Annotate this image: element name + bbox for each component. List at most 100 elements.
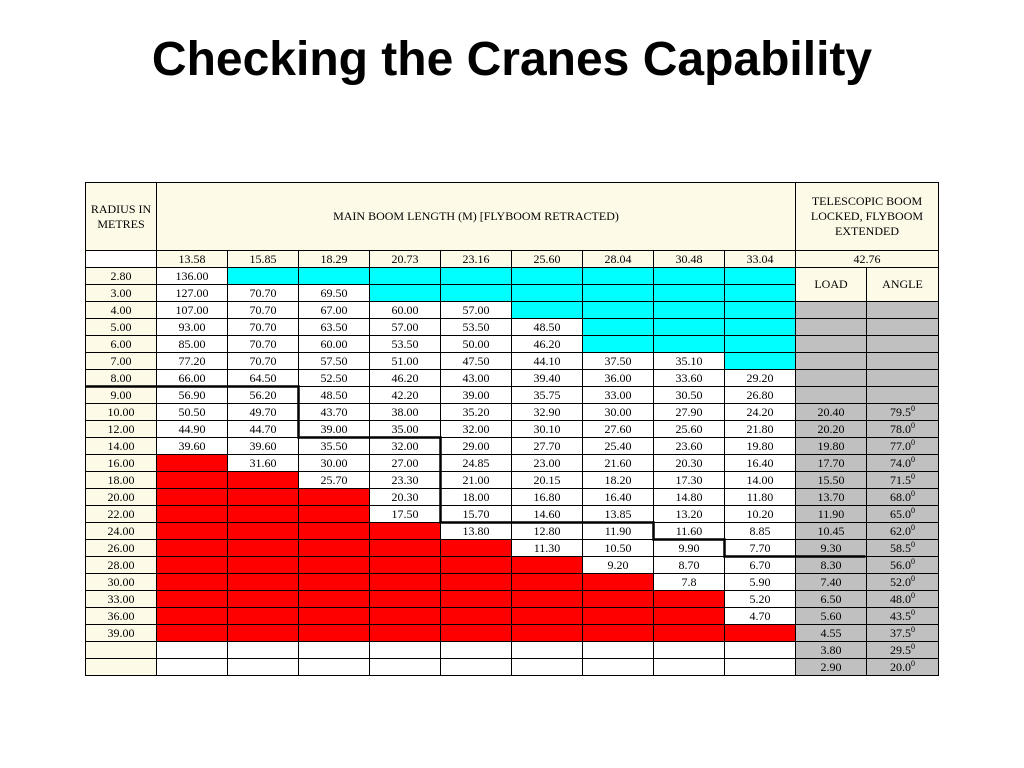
red-cell xyxy=(653,624,725,642)
load-cell: 39.00 xyxy=(298,420,370,438)
load-cell: 39.40 xyxy=(511,369,583,387)
fly-load-cell xyxy=(795,335,867,353)
angle-value: 78.0 xyxy=(890,421,911,436)
red-cell xyxy=(440,556,512,574)
radius-cell: 33.00 xyxy=(85,590,157,608)
red-cell xyxy=(440,624,512,642)
load-cell: 9.20 xyxy=(582,556,654,574)
fly-angle-cell: 62.00 xyxy=(866,522,939,540)
degree-mark: 0 xyxy=(911,437,915,447)
radius-cell: 2.80 xyxy=(85,267,157,285)
table-row: 5.00 93.00 70.70 63.50 57.00 53.50 48.50 xyxy=(85,318,939,336)
load-cell xyxy=(156,658,228,676)
red-cell xyxy=(227,624,299,642)
fly-load-cell: 15.50 xyxy=(795,471,867,489)
fly-load-cell xyxy=(795,386,867,404)
load-cell: 13.80 xyxy=(440,522,512,540)
angle-value: 79.5 xyxy=(890,404,911,419)
red-cell xyxy=(369,556,441,574)
degree-mark: 0 xyxy=(911,454,915,464)
red-cell xyxy=(582,624,654,642)
fly-angle-cell: 48.00 xyxy=(866,590,939,608)
fly-angle-cell: 37.50 xyxy=(866,624,939,642)
load-cell: 35.10 xyxy=(653,352,725,370)
red-cell xyxy=(582,573,654,591)
red-cell xyxy=(227,573,299,591)
fly-angle-cell: 56.00 xyxy=(866,556,939,574)
radius-cell: 28.00 xyxy=(85,556,157,574)
load-cell: 85.00 xyxy=(156,335,228,353)
load-cell: 57.50 xyxy=(298,352,370,370)
load-cell xyxy=(653,658,725,676)
load-cell: 56.90 xyxy=(156,386,228,404)
load-cell: 10.20 xyxy=(724,505,796,523)
red-cell xyxy=(369,573,441,591)
load-cell xyxy=(369,641,441,659)
load-cell: 38.00 xyxy=(369,403,441,421)
crane-capacity-table: RADIUS IN METRES MAIN BOOM LENGTH (M) [F… xyxy=(85,182,939,676)
red-cell xyxy=(511,624,583,642)
load-cell: 30.00 xyxy=(582,403,654,421)
cyan-cell xyxy=(440,284,512,302)
load-cell: 51.00 xyxy=(369,352,441,370)
radius-cell: 36.00 xyxy=(85,607,157,625)
load-cell: 35.50 xyxy=(298,437,370,455)
fly-angle-cell: 78.00 xyxy=(866,420,939,438)
red-cell xyxy=(653,607,725,625)
load-cell: 43.00 xyxy=(440,369,512,387)
load-cell: 67.00 xyxy=(298,301,370,319)
load-cell: 70.70 xyxy=(227,335,299,353)
cyan-cell xyxy=(653,318,725,336)
degree-mark: 0 xyxy=(911,590,915,600)
red-cell xyxy=(582,590,654,608)
load-cell xyxy=(298,641,370,659)
load-cell: 13.85 xyxy=(582,505,654,523)
load-cell xyxy=(227,641,299,659)
load-cell: 32.00 xyxy=(369,437,441,455)
red-cell xyxy=(156,624,228,642)
load-cell: 57.00 xyxy=(440,301,512,319)
radius-cell xyxy=(85,658,157,676)
red-cell xyxy=(369,607,441,625)
radius-header: RADIUS IN METRES xyxy=(85,182,157,251)
radius-cell: 16.00 xyxy=(85,454,157,472)
load-cell: 23.60 xyxy=(653,437,725,455)
load-cell: 35.75 xyxy=(511,386,583,404)
red-cell xyxy=(298,539,370,557)
load-cell: 20.15 xyxy=(511,471,583,489)
radius-cell: 3.00 xyxy=(85,284,157,302)
load-cell: 27.00 xyxy=(369,454,441,472)
load-cell: 31.60 xyxy=(227,454,299,472)
angle-value: 74.0 xyxy=(890,455,911,470)
fly-load-cell: 19.80 xyxy=(795,437,867,455)
red-cell xyxy=(298,624,370,642)
cyan-cell xyxy=(724,335,796,353)
table-row: 2.80 136.00 LOAD ANGLE xyxy=(85,267,939,302)
red-cell xyxy=(511,590,583,608)
load-cell: 23.30 xyxy=(369,471,441,489)
red-cell xyxy=(156,590,228,608)
radius-cell: 22.00 xyxy=(85,505,157,523)
load-header: LOAD xyxy=(795,267,867,302)
load-cell: 27.60 xyxy=(582,420,654,438)
fly-load-cell: 13.70 xyxy=(795,488,867,506)
load-cell: 16.40 xyxy=(724,454,796,472)
table-row: 30.00 7.8 5.90 7.40 52.00 xyxy=(85,573,939,591)
load-cell: 50.00 xyxy=(440,335,512,353)
load-cell: 60.00 xyxy=(298,335,370,353)
table-row: 14.00 39.60 39.60 35.50 32.00 29.00 27.70 25.40… xyxy=(85,437,939,455)
load-cell: 39.60 xyxy=(227,437,299,455)
red-cell xyxy=(156,522,228,540)
red-cell xyxy=(582,607,654,625)
load-cell: 69.50 xyxy=(298,284,370,302)
load-cell: 35.20 xyxy=(440,403,512,421)
fly-load-cell: 3.80 xyxy=(795,641,867,659)
cyan-cell xyxy=(724,284,796,302)
table-row: 28.00 9.20 8.70 6.70 8.30 56.00 xyxy=(85,556,939,574)
boom-length-cell: 30.48 xyxy=(653,250,725,268)
table-row: 4.00 107.00 70.70 67.00 60.00 57.00 xyxy=(85,301,939,319)
load-cell: 33.60 xyxy=(653,369,725,387)
angle-value: 56.0 xyxy=(890,557,911,572)
red-cell xyxy=(156,556,228,574)
load-cell: 107.00 xyxy=(156,301,228,319)
